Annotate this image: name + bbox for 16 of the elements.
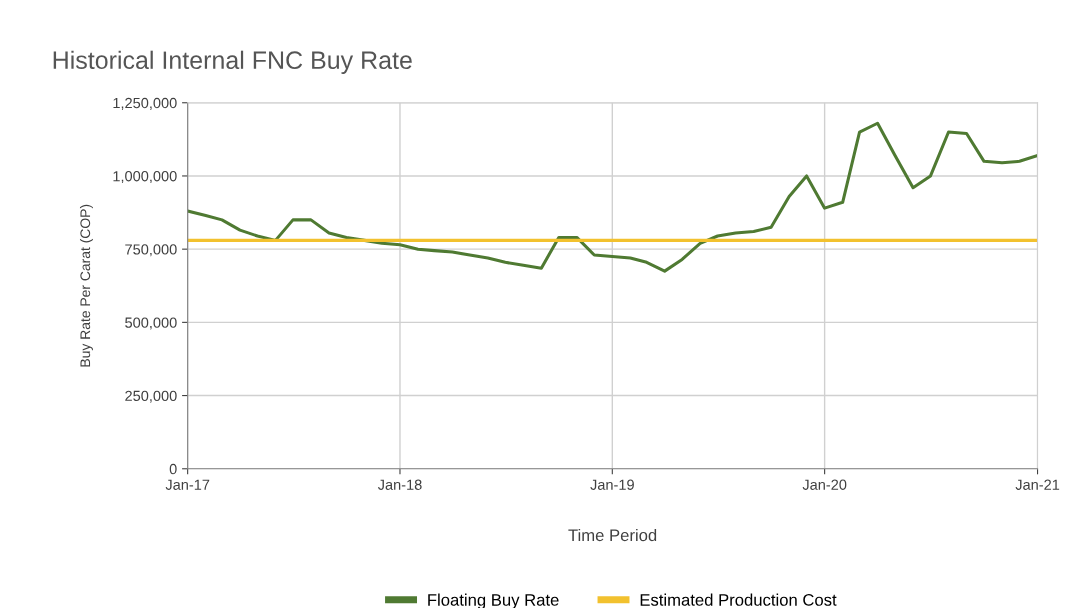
chart-title: Historical Internal FNC Buy Rate (53, 50, 412, 74)
x-tick-label: Jan-18 (377, 479, 422, 490)
y-tick-label: 250,000 (125, 390, 177, 403)
x-tick-label: Jan-17 (165, 479, 210, 490)
legend-label: Estimated Production Cost (640, 593, 837, 606)
x-tick-label: Jan-19 (590, 479, 634, 490)
y-tick-label: 1,250,000 (113, 97, 177, 110)
line-series (187, 121, 1038, 273)
y-tick-label: 0 (169, 463, 177, 475)
x-tick-label: Jan-20 (802, 479, 847, 490)
y-tick-label: 1,000,000 (113, 171, 177, 184)
y-tick-label: 750,000 (125, 244, 177, 257)
y-tick-label: 500,000 (125, 317, 177, 330)
x-tick-label: Jan-21 (1015, 479, 1060, 490)
y-axis-title: Buy Rate Per Carat (COP) (79, 204, 93, 367)
x-axis-title: Time Period (568, 528, 657, 542)
